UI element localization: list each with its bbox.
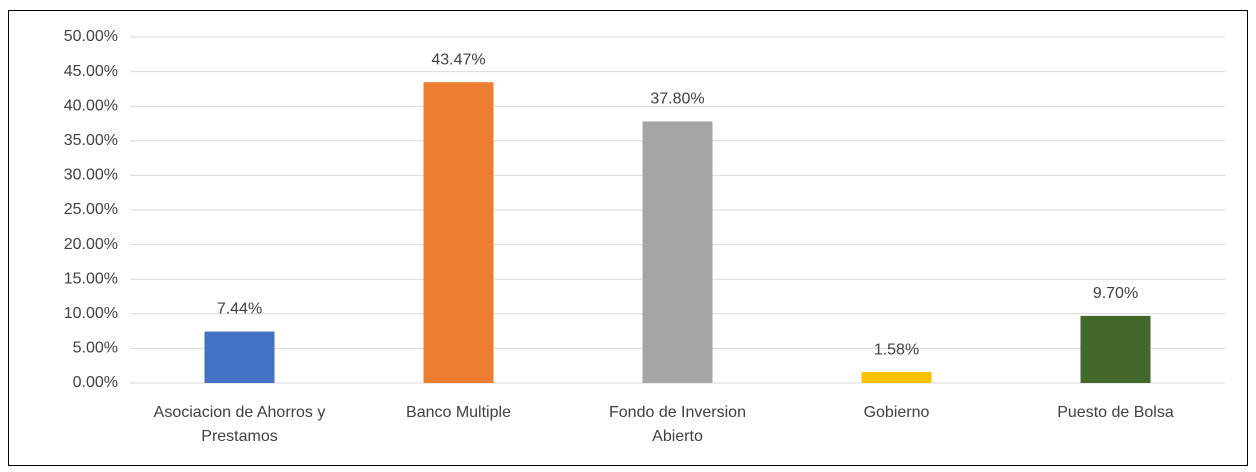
bar	[642, 121, 713, 383]
y-tick-label: 25.00%	[64, 201, 118, 218]
y-tick-label: 15.00%	[64, 270, 118, 287]
y-tick-label: 0.00%	[73, 374, 118, 391]
data-label: 7.44%	[217, 301, 262, 318]
y-tick-label: 30.00%	[64, 167, 118, 184]
bar	[861, 372, 932, 383]
y-tick-label: 5.00%	[73, 340, 118, 357]
y-tick-label: 45.00%	[64, 63, 118, 80]
bar	[423, 82, 494, 384]
data-label: 37.80%	[650, 91, 704, 108]
bar	[204, 331, 275, 383]
bar	[1080, 315, 1151, 383]
y-tick-label: 50.00%	[64, 28, 118, 45]
y-tick-label: 20.00%	[64, 236, 118, 253]
x-tick-label: Asociacion de Ahorros y Prestamos	[153, 404, 326, 445]
y-tick-label: 35.00%	[64, 132, 118, 149]
chart-border	[8, 10, 1248, 466]
data-label: 1.58%	[874, 341, 919, 358]
x-tick-label: Puesto de Bolsa	[1057, 404, 1174, 421]
data-label: 43.47%	[431, 51, 485, 68]
x-tick-label: Banco Multiple	[406, 404, 511, 421]
y-tick-label: 10.00%	[64, 305, 118, 322]
x-tick-label: Gobierno	[863, 404, 930, 421]
x-tick-label: Fondo de Inversion Abierto	[609, 404, 746, 445]
data-label: 9.70%	[1093, 285, 1138, 302]
y-tick-label: 40.00%	[64, 97, 118, 114]
